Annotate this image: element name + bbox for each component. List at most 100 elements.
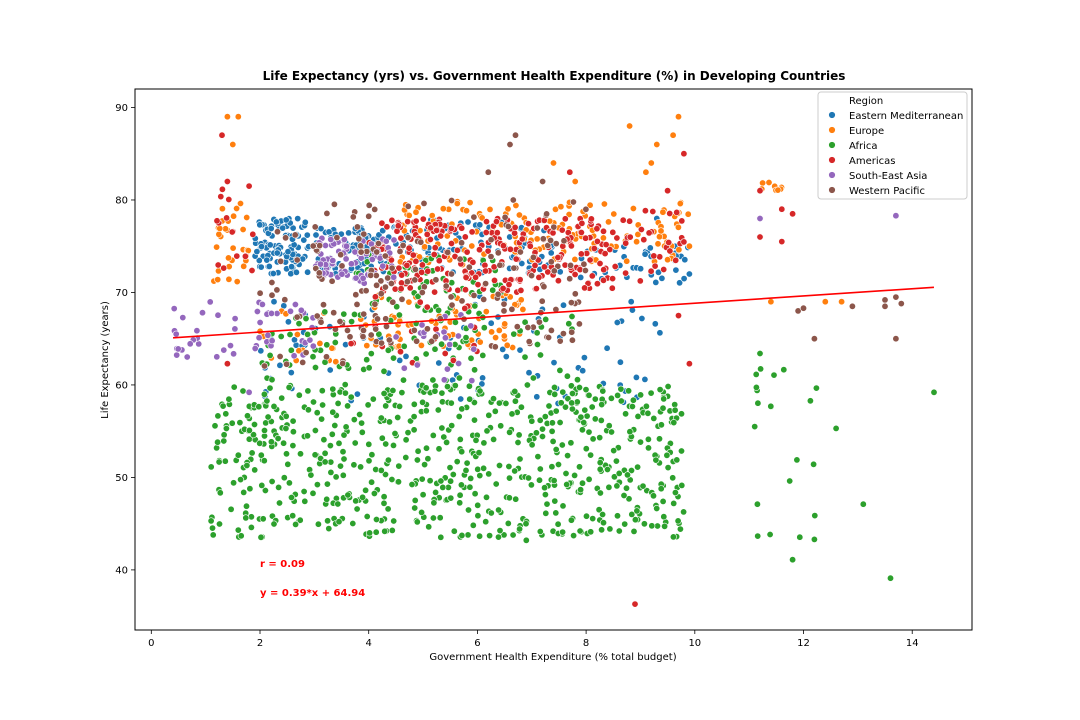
- data-point: [382, 440, 390, 448]
- data-point: [313, 409, 321, 417]
- data-point: [622, 410, 630, 418]
- data-point: [753, 500, 761, 508]
- data-point: [562, 469, 570, 477]
- data-point: [179, 314, 187, 322]
- data-point: [461, 233, 469, 241]
- data-point: [523, 381, 531, 389]
- data-point: [599, 234, 607, 242]
- data-point: [533, 393, 541, 401]
- data-point: [214, 412, 222, 420]
- data-point: [659, 404, 667, 412]
- data-point: [627, 298, 635, 306]
- data-point: [488, 328, 496, 336]
- data-point: [543, 500, 551, 508]
- data-point: [617, 397, 625, 405]
- data-point: [630, 527, 638, 535]
- data-point: [657, 485, 665, 493]
- data-point: [357, 242, 365, 250]
- data-point: [672, 256, 680, 264]
- data-point: [276, 361, 284, 369]
- data-point: [264, 413, 272, 421]
- data-point: [229, 141, 237, 149]
- x-tick-label: 2: [257, 638, 263, 649]
- data-point: [607, 428, 615, 436]
- data-point: [328, 430, 336, 438]
- data-point: [554, 520, 562, 528]
- data-point: [303, 432, 311, 440]
- data-point: [510, 330, 518, 338]
- data-point: [497, 422, 505, 430]
- data-point: [347, 340, 355, 348]
- data-point: [389, 441, 397, 449]
- data-point: [339, 359, 347, 367]
- data-point: [227, 505, 235, 513]
- data-point: [350, 461, 358, 469]
- data-point: [517, 286, 525, 294]
- data-point: [539, 178, 547, 186]
- data-point: [223, 360, 231, 368]
- data-point: [554, 277, 562, 285]
- data-point: [625, 387, 633, 395]
- data-point: [311, 451, 319, 459]
- data-point: [230, 383, 238, 391]
- data-point: [225, 275, 233, 283]
- data-point: [316, 339, 324, 347]
- data-point: [587, 451, 595, 459]
- data-point: [378, 219, 386, 227]
- data-point: [605, 422, 613, 430]
- trend-line-group: [172, 286, 935, 339]
- data-point: [577, 273, 585, 281]
- data-point: [388, 216, 396, 224]
- data-point: [236, 419, 244, 427]
- data-point: [246, 485, 254, 493]
- data-point: [378, 434, 386, 442]
- data-point: [642, 402, 650, 410]
- data-point: [317, 318, 325, 326]
- data-point: [413, 337, 421, 345]
- data-point: [552, 407, 560, 415]
- data-point: [350, 416, 358, 424]
- data-point: [462, 207, 470, 215]
- data-point: [402, 453, 410, 461]
- data-point: [329, 408, 337, 416]
- data-point: [641, 207, 649, 215]
- data-point: [435, 359, 443, 367]
- data-point: [249, 230, 257, 238]
- data-point: [484, 168, 492, 176]
- data-point: [474, 281, 482, 289]
- data-point: [257, 451, 265, 459]
- data-point: [541, 484, 549, 492]
- data-point: [340, 236, 348, 244]
- data-point: [457, 395, 465, 403]
- data-point: [636, 277, 644, 285]
- data-point: [251, 344, 259, 352]
- data-point: [440, 433, 448, 441]
- data-point: [517, 296, 525, 304]
- data-point: [410, 426, 418, 434]
- data-point: [495, 506, 503, 514]
- data-point: [587, 528, 595, 536]
- data-point: [494, 290, 502, 298]
- data-point: [660, 265, 668, 273]
- data-point: [582, 234, 590, 242]
- data-point: [300, 236, 308, 244]
- data-point: [475, 246, 483, 254]
- data-point: [778, 238, 786, 246]
- data-point: [453, 200, 461, 208]
- data-point: [565, 320, 573, 328]
- data-point: [577, 229, 585, 237]
- data-point: [616, 358, 624, 366]
- data-point: [603, 344, 611, 352]
- data-point: [596, 489, 604, 497]
- data-point: [282, 412, 290, 420]
- data-point: [393, 303, 401, 311]
- data-point: [412, 208, 420, 216]
- data-point: [404, 429, 412, 437]
- data-point: [458, 448, 466, 456]
- data-point: [559, 330, 567, 338]
- data-point: [664, 464, 672, 472]
- data-point: [399, 241, 407, 249]
- data-point: [577, 250, 585, 258]
- data-point: [381, 283, 389, 291]
- data-point: [588, 403, 596, 411]
